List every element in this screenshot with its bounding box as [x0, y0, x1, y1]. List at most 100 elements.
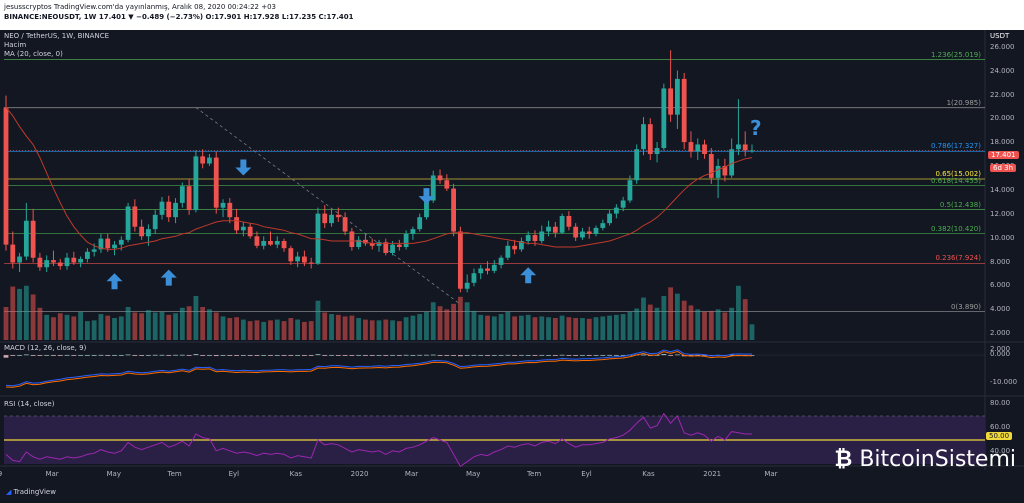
macd-histogram-bar: [302, 355, 307, 356]
macd-histogram-bar: [322, 355, 328, 356]
macd-histogram-bar: [668, 355, 674, 356]
candle-body: [519, 241, 524, 250]
macd-histogram-bar: [525, 355, 531, 356]
candle-body: [532, 235, 538, 242]
macd-histogram-bar: [410, 355, 416, 356]
volume-bar: [505, 311, 511, 340]
volume-bar: [322, 312, 328, 340]
candle-body: [254, 236, 260, 246]
candle-body: [152, 214, 158, 230]
volume-bar: [525, 314, 531, 340]
volume-bar: [240, 319, 246, 340]
macd-histogram-bar: [3, 355, 9, 358]
publish-info: jesusscryptos TradingView.com'da yayınla…: [4, 3, 276, 11]
volume-bar: [166, 314, 172, 340]
macd-histogram-bar: [600, 355, 606, 356]
candle-body: [424, 200, 429, 218]
candle-body: [274, 241, 280, 245]
macd-legend[interactable]: MACD (12, 26, close, 9): [4, 344, 87, 352]
volume-bar: [539, 316, 545, 340]
candle-body: [376, 242, 382, 246]
macd-histogram-bar: [159, 354, 165, 356]
volume-bar: [254, 320, 260, 340]
volume-bar: [695, 309, 701, 340]
volume-bar: [71, 316, 77, 340]
candle-body: [240, 226, 246, 231]
candle-body: [559, 216, 565, 233]
volume-bar: [84, 321, 90, 340]
macd-histogram-bar: [491, 355, 497, 356]
macd-histogram-bar: [220, 355, 226, 356]
macd-histogram-bar: [84, 354, 90, 356]
macd-histogram-bar: [749, 355, 755, 356]
macd-histogram-bar: [641, 354, 646, 356]
symbol-legend[interactable]: NEO / TetherUS, 1W, BINANCE: [4, 32, 110, 40]
candle-body: [525, 235, 531, 242]
volume-bar: [417, 314, 423, 340]
time-tick-label: May: [465, 470, 481, 478]
last-price-tag: 17.401: [988, 151, 1019, 159]
candle-body: [132, 206, 138, 227]
volume-bar: [98, 314, 104, 340]
volume-legend[interactable]: Hacim: [4, 41, 27, 49]
volume-bar: [580, 318, 585, 340]
candle-body: [363, 239, 368, 244]
candle-body: [417, 217, 423, 230]
volume-bar: [57, 313, 63, 340]
candle-body: [30, 220, 36, 258]
macd-histogram-bar: [247, 355, 253, 356]
volume-bar: [485, 315, 490, 340]
volume-bar: [139, 313, 145, 340]
chart-header: jesusscryptos TradingView.com'da yayınla…: [0, 0, 1024, 30]
macd-histogram-bar: [234, 355, 239, 356]
candle-body: [288, 248, 294, 262]
volume-bar: [593, 317, 599, 340]
volume-bar: [91, 320, 97, 340]
rsi-line: [5, 412, 752, 468]
volume-bar: [132, 312, 138, 340]
volume-bar: [566, 317, 572, 340]
candle-body: [193, 156, 199, 211]
volume-bar: [10, 286, 16, 340]
countdown-tag: 6d 3h: [990, 164, 1017, 172]
macd-histogram-bar: [586, 355, 592, 356]
volume-bar: [519, 315, 524, 340]
ma-legend[interactable]: MA (20, close, 0): [4, 50, 63, 58]
volume-bar: [396, 321, 402, 340]
macd-tick-label: 2.000: [990, 344, 1011, 353]
volume-bar: [661, 296, 667, 340]
candle-body: [207, 157, 212, 164]
tradingview-logo[interactable]: ◢ TradingView: [6, 488, 56, 496]
candle-body: [159, 201, 165, 215]
volume-bar: [708, 310, 714, 340]
volume-bar: [403, 317, 409, 340]
volume-bar: [118, 316, 124, 340]
time-tick-label: Mar: [404, 470, 419, 478]
macd-histogram-bar: [105, 355, 111, 356]
rsi-tick-label: 40.00: [990, 447, 1011, 455]
macd-histogram-bar: [37, 355, 43, 356]
time-tick-label: Kas: [289, 470, 303, 478]
macd-histogram-bar: [661, 354, 667, 356]
candle-body: [641, 124, 646, 150]
macd-histogram-bar: [64, 354, 70, 356]
rsi-legend[interactable]: RSI (14, close): [4, 400, 55, 408]
currency-label: USDT: [990, 32, 1010, 40]
macd-histogram-bar: [118, 355, 124, 356]
candle-body: [749, 150, 755, 152]
candle-body: [23, 220, 29, 257]
macd-histogram-bar: [390, 354, 395, 356]
time-tick-label: Eyl: [228, 470, 240, 478]
volume-bar: [491, 316, 497, 340]
trend-line: [195, 107, 461, 305]
candle-body: [3, 107, 9, 245]
volume-bar: [315, 300, 321, 340]
bitcoin-b-icon: ₿: [834, 447, 853, 472]
macd-histogram-bar: [566, 355, 572, 356]
candle-body: [342, 217, 348, 232]
candle-body: [179, 186, 185, 203]
price-tick-label: 22.000: [990, 90, 1015, 99]
candle-body: [695, 144, 701, 152]
fib-level-label: 1(20.985): [946, 98, 981, 107]
